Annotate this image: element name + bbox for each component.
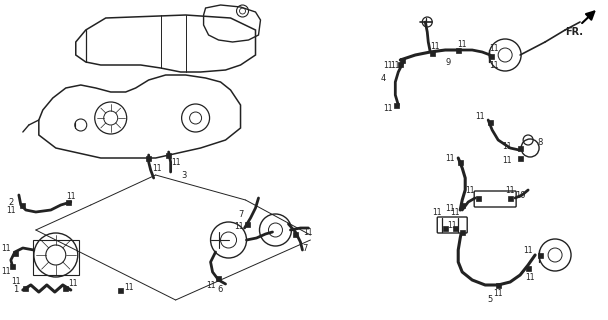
Text: 11: 11 (489, 44, 499, 52)
Text: 11: 11 (390, 60, 400, 69)
Bar (394, 102, 399, 108)
Text: 11: 11 (447, 220, 457, 229)
Bar (293, 231, 298, 236)
Bar (20, 203, 26, 207)
Text: 11: 11 (206, 281, 215, 290)
Text: 11: 11 (152, 164, 161, 172)
Text: FR.: FR. (565, 27, 583, 37)
Bar (517, 156, 523, 161)
Bar (460, 229, 465, 235)
Text: 11: 11 (451, 207, 460, 217)
Text: 6: 6 (218, 285, 223, 294)
Text: 11: 11 (68, 278, 78, 287)
Text: 11: 11 (432, 207, 442, 217)
Bar (66, 199, 71, 204)
Bar (13, 251, 18, 255)
Text: 11: 11 (525, 274, 535, 283)
Text: 9: 9 (446, 58, 451, 67)
Bar (398, 61, 402, 67)
Text: 4: 4 (381, 74, 386, 83)
Text: 11: 11 (303, 228, 313, 236)
FancyBboxPatch shape (474, 191, 516, 207)
Bar (166, 153, 171, 157)
Text: 11: 11 (466, 186, 475, 195)
Bar (453, 226, 458, 230)
Text: 2: 2 (9, 197, 13, 206)
Text: 11: 11 (11, 277, 21, 286)
Text: 11: 11 (1, 268, 10, 276)
Bar (443, 226, 447, 230)
Bar (63, 285, 68, 291)
Text: 11: 11 (494, 289, 503, 298)
Bar (456, 47, 461, 52)
Text: 11: 11 (1, 244, 10, 252)
Text: 11: 11 (523, 245, 533, 254)
Bar (488, 119, 492, 124)
Text: 11: 11 (124, 284, 133, 292)
Text: 11: 11 (384, 60, 393, 69)
Bar (245, 221, 250, 227)
Text: 11: 11 (6, 205, 16, 214)
Bar (458, 159, 463, 164)
Text: 11: 11 (446, 154, 455, 163)
Bar (400, 58, 405, 62)
Text: 3: 3 (181, 171, 186, 180)
Bar (216, 276, 221, 281)
Bar (496, 283, 500, 287)
Bar (508, 196, 513, 201)
Text: 11: 11 (502, 141, 512, 150)
Text: 1: 1 (13, 285, 18, 294)
Bar (23, 285, 29, 291)
Text: 7: 7 (303, 244, 308, 252)
Bar (430, 51, 435, 55)
Text: 11: 11 (384, 103, 393, 113)
Bar (118, 287, 123, 292)
Text: 11: 11 (505, 186, 515, 195)
Text: 11: 11 (234, 221, 243, 230)
Bar (537, 252, 542, 258)
Text: 7: 7 (238, 210, 243, 219)
Text: 11: 11 (446, 204, 455, 212)
Bar (475, 196, 481, 201)
Text: 10: 10 (515, 190, 525, 199)
Text: 8: 8 (537, 138, 543, 147)
Text: 11: 11 (66, 191, 75, 201)
Bar (526, 266, 531, 270)
Bar (146, 156, 151, 161)
Text: 11: 11 (489, 60, 499, 69)
Bar (489, 53, 494, 59)
Bar (517, 146, 523, 150)
FancyBboxPatch shape (437, 217, 467, 233)
Text: 11: 11 (457, 39, 467, 49)
Text: 11: 11 (475, 111, 485, 121)
Bar (460, 203, 465, 207)
Text: 11: 11 (171, 157, 181, 166)
Text: 5: 5 (488, 295, 493, 305)
Bar (10, 263, 15, 268)
Text: 11: 11 (502, 156, 512, 164)
Text: 11: 11 (430, 42, 440, 51)
